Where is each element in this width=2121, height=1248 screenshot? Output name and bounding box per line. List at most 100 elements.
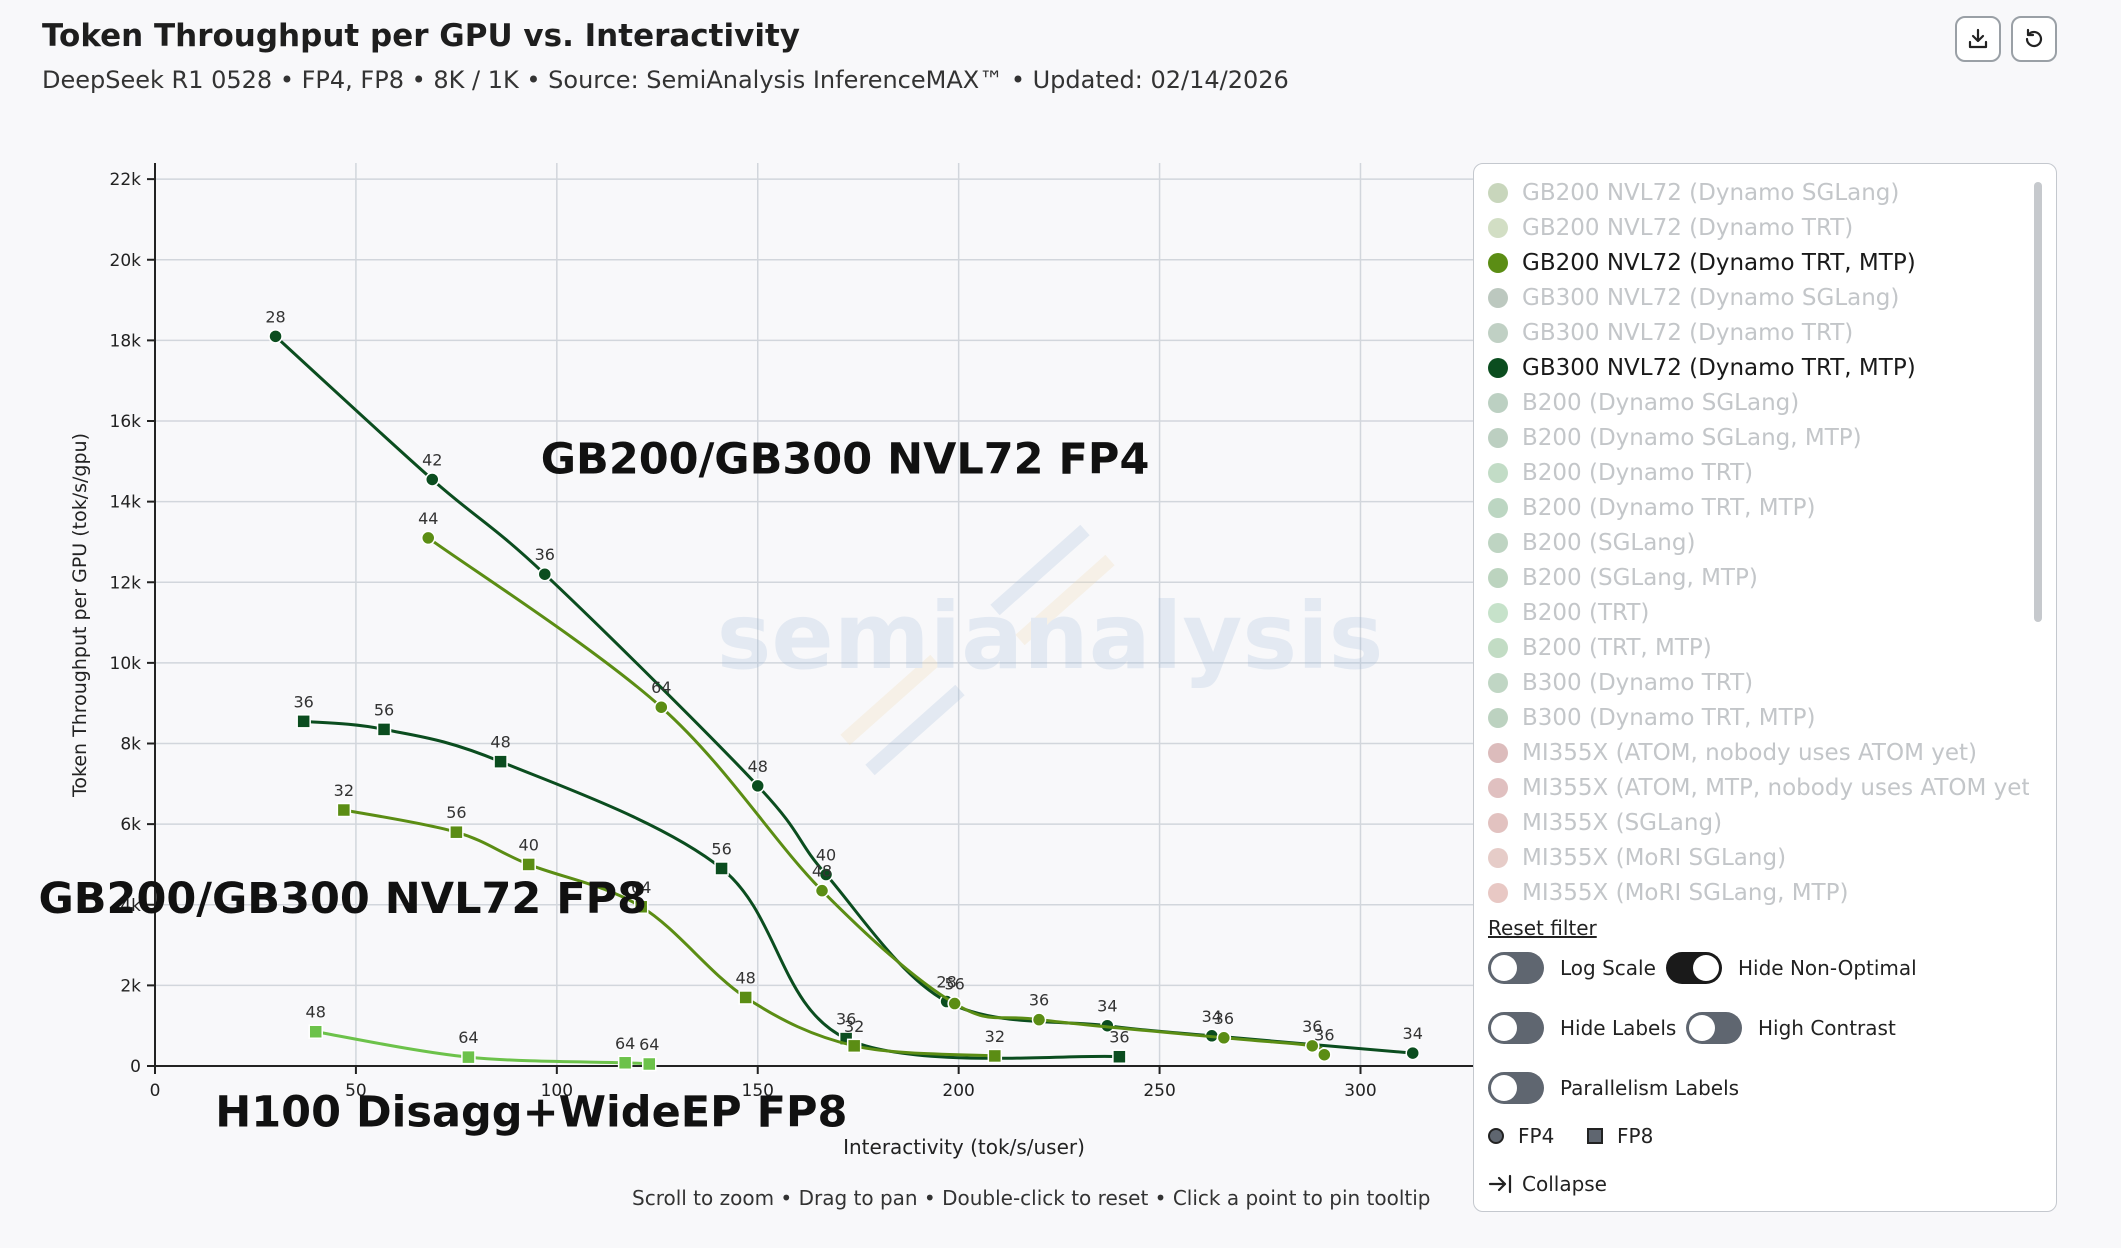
legend-item[interactable]: GB200 NVL72 (Dynamo TRT, MTP) bbox=[1488, 246, 1916, 280]
legend-list[interactable]: GB200 NVL72 (Dynamo SGLang) GB200 NVL72 (… bbox=[1474, 176, 2029, 1059]
data-label: 34 bbox=[1403, 1024, 1423, 1043]
legend-item[interactable]: B200 (Dynamo SGLang, MTP) bbox=[1488, 421, 1862, 455]
high-contrast-toggle[interactable]: High Contrast bbox=[1686, 1012, 1896, 1044]
legend-item-label: GB300 NVL72 (Dynamo TRT) bbox=[1522, 320, 1854, 346]
data-label: 40 bbox=[816, 846, 836, 865]
legend-color-dot bbox=[1488, 358, 1508, 378]
data-label: 48 bbox=[736, 968, 756, 987]
reset-zoom-button[interactable] bbox=[2011, 16, 2057, 62]
legend-color-dot bbox=[1488, 253, 1508, 273]
parallelism-labels-toggle[interactable]: Parallelism Labels bbox=[1488, 1072, 1739, 1104]
fp4-shape-key: FP4 bbox=[1488, 1124, 1554, 1148]
parallelism-labels-switch[interactable] bbox=[1488, 1072, 1544, 1104]
high-contrast-switch[interactable] bbox=[1686, 1012, 1742, 1044]
data-point bbox=[642, 1056, 657, 1072]
legend-color-dot bbox=[1488, 428, 1508, 448]
legend-item[interactable]: MI355X (ATOM, MTP, nobody uses ATOM yet) bbox=[1488, 771, 2029, 805]
data-point bbox=[425, 472, 440, 487]
legend-item-label: B200 (Dynamo TRT, MTP) bbox=[1522, 495, 1816, 521]
data-label: 32 bbox=[985, 1027, 1005, 1046]
data-label: 44 bbox=[418, 509, 438, 528]
hide-labels-switch[interactable] bbox=[1488, 1012, 1544, 1044]
legend-item-label: GB200 NVL72 (Dynamo TRT, MTP) bbox=[1522, 250, 1916, 276]
legend-item[interactable]: B200 (Dynamo TRT, MTP) bbox=[1488, 491, 1816, 525]
legend-item[interactable]: B300 (Dynamo TRT) bbox=[1488, 666, 1753, 700]
log-scale-toggle[interactable]: Log Scale bbox=[1488, 952, 1656, 984]
legend-item[interactable]: MI355X (MoRI SGLang, MTP) bbox=[1488, 876, 1848, 910]
legend-item[interactable]: B200 (Dynamo TRT) bbox=[1488, 456, 1753, 490]
legend-color-dot bbox=[1488, 323, 1508, 343]
x-tick-label: 250 bbox=[1143, 1081, 1175, 1101]
legend-item-label: MI355X (MoRI SGLang, MTP) bbox=[1522, 880, 1849, 906]
series-line bbox=[343, 808, 995, 1058]
log-scale-switch[interactable] bbox=[1488, 952, 1544, 984]
data-point bbox=[521, 857, 536, 872]
legend-item-label: GB300 NVL72 (Dynamo TRT, MTP) bbox=[1522, 355, 1916, 381]
data-label: 32 bbox=[334, 781, 354, 800]
watermark-stroke bbox=[840, 654, 940, 746]
legend-color-dot bbox=[1488, 778, 1508, 798]
legend-item[interactable]: B200 (SGLang, MTP) bbox=[1488, 561, 1758, 595]
legend-item[interactable]: B200 (SGLang) bbox=[1488, 526, 1695, 560]
watermark-stroke bbox=[990, 524, 1090, 616]
reset-icon bbox=[2025, 28, 2043, 48]
legend-item-label: B200 (TRT, MTP) bbox=[1522, 635, 1712, 661]
data-point bbox=[1112, 1049, 1127, 1064]
legend-color-dot bbox=[1488, 568, 1508, 588]
data-point bbox=[1031, 1012, 1047, 1027]
hide-non-optimal-toggle[interactable]: Hide Non-Optimal bbox=[1666, 952, 1917, 984]
download-button[interactable] bbox=[1955, 16, 2001, 62]
y-tick-label: 20k bbox=[110, 251, 142, 271]
y-tick-label: 0 bbox=[130, 1057, 141, 1077]
legend-item[interactable]: B300 (Dynamo TRT, MTP) bbox=[1488, 701, 1816, 735]
legend-item[interactable]: GB300 NVL72 (Dynamo TRT) bbox=[1488, 316, 1853, 350]
legend-color-dot bbox=[1488, 463, 1508, 483]
collapse-label: Collapse bbox=[1522, 1172, 1607, 1196]
data-label: 56 bbox=[446, 803, 466, 822]
legend-item[interactable]: B200 (Dynamo SGLang) bbox=[1488, 386, 1799, 420]
legend-item[interactable]: GB200 NVL72 (Dynamo TRT) bbox=[1488, 211, 1853, 245]
legend-item[interactable]: B200 (TRT) bbox=[1488, 596, 1649, 630]
data-point bbox=[846, 1038, 862, 1054]
legend-item[interactable]: B200 (TRT, MTP) bbox=[1488, 631, 1712, 665]
y-tick-label: 8k bbox=[120, 735, 141, 755]
legend-item[interactable]: GB200 NVL72 (Dynamo SGLang) bbox=[1488, 176, 1899, 210]
data-point bbox=[738, 990, 753, 1005]
chart-area[interactable]: semianalysis 0 50 100 150 200 250 300 0 2k 4k 6k 8k 1… bbox=[0, 130, 1480, 1170]
legend-item[interactable]: GB300 NVL72 (Dynamo SGLang) bbox=[1488, 281, 1899, 315]
collapse-button[interactable]: Collapse bbox=[1488, 1172, 1607, 1196]
data-point bbox=[714, 861, 729, 876]
y-tick-label: 6k bbox=[120, 815, 141, 835]
hide-non-optimal-switch[interactable] bbox=[1666, 952, 1722, 984]
data-label: 56 bbox=[711, 839, 731, 858]
data-label: 36 bbox=[535, 545, 555, 564]
watermark: semianalysis bbox=[717, 524, 1383, 776]
series-fp8-group: 36 56 48 56 36 36 bbox=[293, 692, 1130, 1064]
watermark-stroke bbox=[1015, 554, 1115, 646]
data-label: 36 bbox=[836, 1010, 856, 1029]
data-label: 28 bbox=[265, 307, 285, 326]
legend-item[interactable]: MI355X (SGLang) bbox=[1488, 806, 1722, 840]
data-label: 36 bbox=[1214, 1009, 1234, 1028]
hide-labels-label: Hide Labels bbox=[1560, 1016, 1677, 1040]
data-label: 48 bbox=[490, 733, 510, 752]
data-label: 42 bbox=[422, 450, 442, 469]
legend-item-label: B200 (Dynamo TRT) bbox=[1522, 460, 1754, 486]
legend-color-dot bbox=[1488, 533, 1508, 553]
legend-item[interactable]: MI355X (MoRI SGLang) bbox=[1488, 841, 1786, 875]
reset-filter-link[interactable]: Reset filter bbox=[1488, 916, 1597, 940]
legend-item[interactable]: MI355X (ATOM, nobody uses ATOM yet) bbox=[1488, 736, 1977, 770]
y-tick-label: 12k bbox=[110, 573, 142, 593]
legend-item-label: B200 (Dynamo SGLang) bbox=[1522, 390, 1800, 416]
data-point bbox=[654, 699, 669, 715]
y-tick-label: 4k bbox=[120, 896, 141, 916]
y-tick-label: 16k bbox=[110, 412, 142, 432]
legend-item-label: MI355X (MoRI SGLang) bbox=[1522, 845, 1787, 871]
legend-item-label: GB300 NVL72 (Dynamo SGLang) bbox=[1522, 285, 1900, 311]
legend-item[interactable]: GB300 NVL72 (Dynamo TRT, MTP) bbox=[1488, 351, 1916, 385]
legend-scrollbar[interactable] bbox=[2034, 182, 2042, 622]
data-point bbox=[449, 824, 464, 840]
hide-labels-toggle[interactable]: Hide Labels bbox=[1488, 1012, 1676, 1044]
